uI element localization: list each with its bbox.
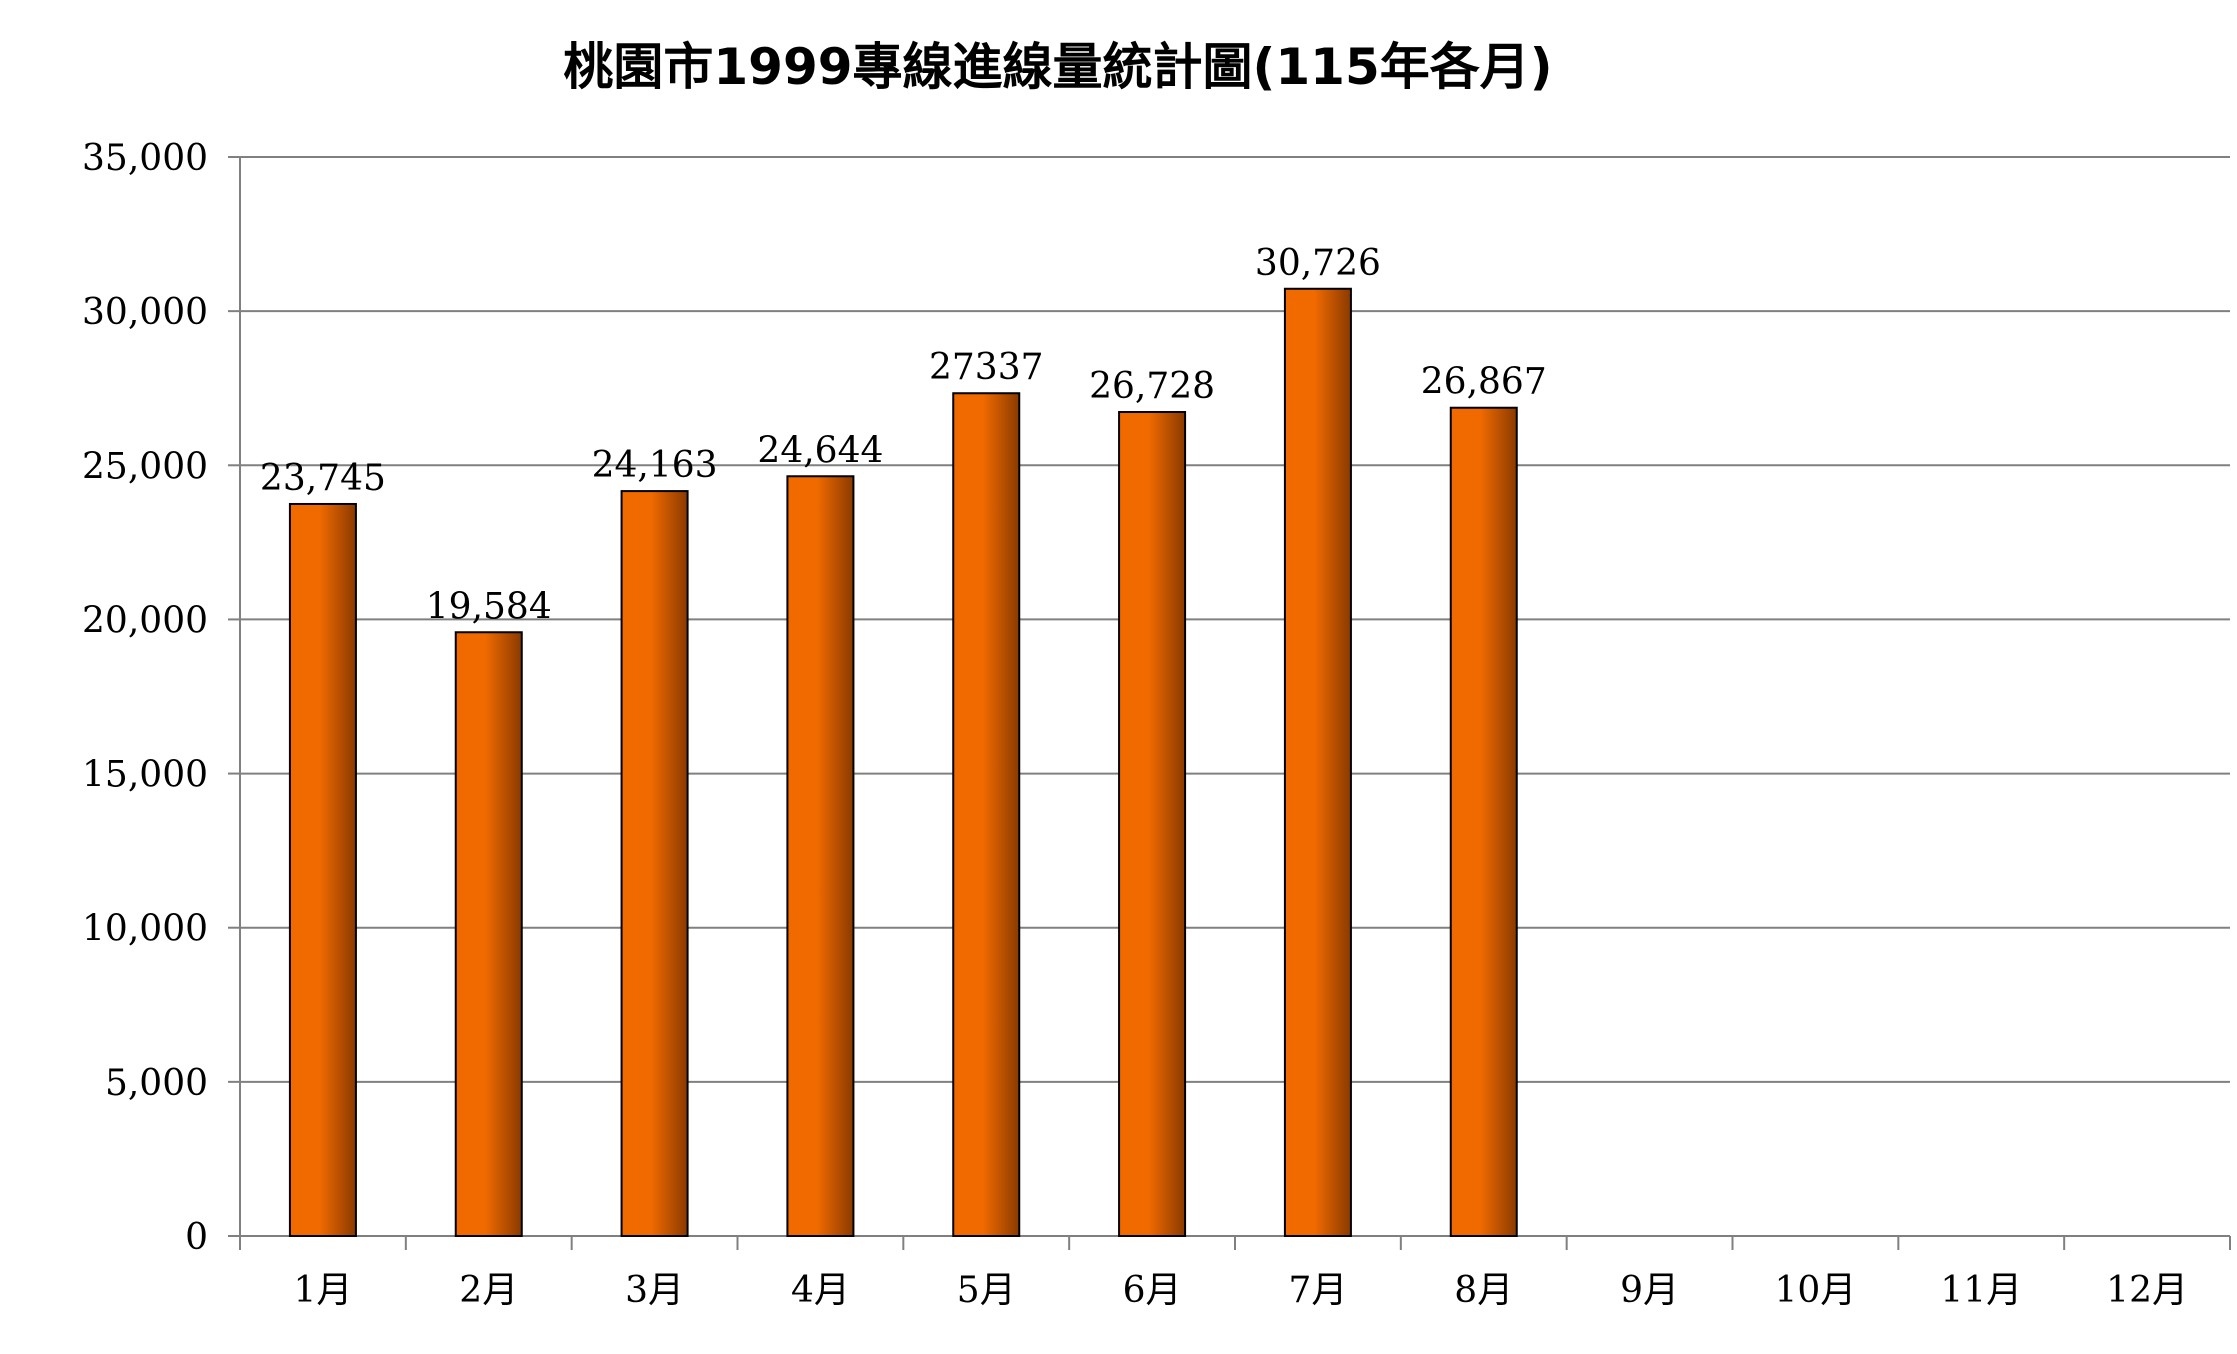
x-tick-label: 2月 [459,1270,518,1311]
y-tick-label: 5,000 [105,1063,208,1104]
data-label-7: 30,726 [1255,243,1381,284]
data-label-2: 19,584 [426,586,552,627]
data-labels: 23,745 19,584 24,163 24,644 27337 26,728 30,72… [260,243,1547,627]
x-tick-label: 11月 [1940,1270,2022,1311]
chart-title: 桃園市1999專線進線量統計圖(115年各月) [563,38,1552,96]
y-tick-label: 10,000 [82,909,208,950]
bars [288,287,1518,1238]
x-tick-label: 8月 [1454,1270,1513,1311]
y-tick-label: 15,000 [82,755,208,796]
x-tick-label: 10月 [1775,1270,1857,1311]
x-tick-label: 4月 [791,1270,850,1311]
gridlines [240,156,2230,1083]
x-tick-label: 1月 [293,1270,352,1311]
x-tick-label: 12月 [2106,1270,2188,1311]
y-tick-label: 25,000 [82,446,208,487]
data-label-3: 24,163 [592,445,718,486]
bar-5 [952,392,1021,1238]
y-tick-label: 30,000 [82,292,208,333]
bar-6 [1118,411,1187,1238]
bar-1 [288,502,357,1237]
bar-2 [454,631,523,1237]
bar-4 [786,475,855,1237]
bar-3 [620,490,689,1237]
data-label-5: 27337 [929,347,1044,388]
x-tick-label: 7月 [1288,1270,1347,1311]
x-axis-tick-labels: 1月 2月 3月 4月 5月 6月 7月 8月 9月 10月 11月 12月 [293,1270,2188,1311]
data-label-6: 26,728 [1089,366,1215,407]
x-tick-label: 5月 [957,1270,1016,1311]
y-tick-label: 0 [185,1217,208,1258]
axes [228,156,2231,1250]
y-tick-label: 20,000 [82,600,208,641]
y-tick-label: 35,000 [82,138,208,179]
bar-8 [1449,406,1518,1237]
x-tick-label: 3月 [625,1270,684,1311]
x-tick-label: 9月 [1620,1270,1679,1311]
x-tick-label: 6月 [1123,1270,1182,1311]
bar-7 [1283,287,1352,1238]
data-label-4: 24,644 [757,430,883,471]
data-label-1: 23,745 [260,458,386,499]
data-label-8: 26,867 [1421,362,1547,403]
y-axis-tick-labels: 0 5,000 10,000 15,000 20,000 25,000 30,000 35,0… [82,138,208,1258]
